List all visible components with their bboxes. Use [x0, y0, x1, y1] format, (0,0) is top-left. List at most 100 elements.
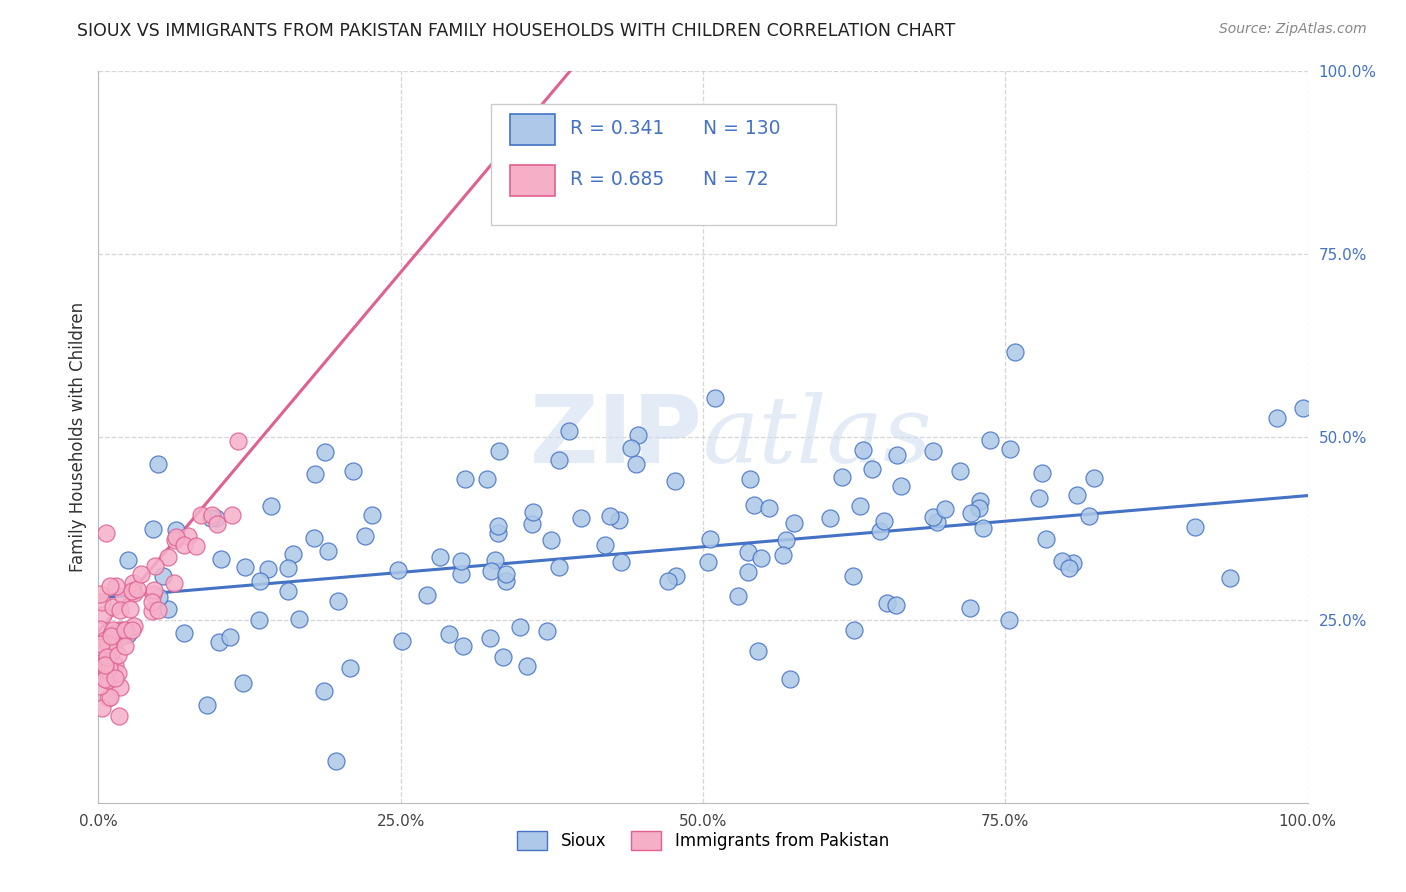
Point	[127, 582, 149, 596]
Point	[454, 472, 477, 486]
Point	[520, 516, 543, 531]
Point	[972, 521, 994, 535]
Point	[221, 508, 243, 523]
Point	[104, 579, 127, 593]
Point	[89, 623, 111, 637]
Point	[184, 539, 207, 553]
Point	[360, 508, 382, 522]
Point	[101, 643, 124, 657]
Point	[94, 662, 117, 676]
Point	[783, 516, 806, 530]
Text: atlas: atlas	[703, 392, 932, 482]
Point	[247, 613, 270, 627]
Point	[1050, 554, 1073, 568]
Point	[697, 555, 720, 569]
Point	[108, 603, 131, 617]
Point	[200, 511, 222, 525]
Point	[122, 576, 145, 591]
Point	[143, 559, 166, 574]
Point	[737, 545, 759, 559]
Point	[107, 648, 129, 663]
Point	[277, 583, 299, 598]
Point	[495, 574, 517, 588]
Point	[1078, 508, 1101, 523]
Point	[316, 544, 339, 558]
Point	[509, 620, 531, 634]
Point	[209, 551, 232, 566]
Point	[607, 513, 630, 527]
Point	[391, 634, 413, 648]
Point	[387, 563, 409, 577]
Point	[122, 585, 145, 599]
Point	[91, 608, 114, 623]
Point	[416, 588, 439, 602]
Point	[873, 514, 896, 528]
Point	[949, 464, 972, 478]
Point	[997, 613, 1019, 627]
Point	[450, 554, 472, 568]
Point	[104, 672, 127, 686]
Point	[208, 635, 231, 649]
Point	[884, 598, 907, 612]
Point	[842, 568, 865, 582]
Point	[90, 637, 112, 651]
Point	[775, 533, 797, 547]
Point	[156, 602, 179, 616]
Point	[495, 567, 517, 582]
Point	[959, 601, 981, 615]
Point	[818, 510, 841, 524]
Point	[117, 553, 139, 567]
Point	[657, 574, 679, 588]
Y-axis label: Family Households with Children: Family Households with Children	[69, 302, 87, 572]
Point	[1265, 410, 1288, 425]
Point	[610, 555, 633, 569]
Point	[860, 462, 883, 476]
Point	[122, 619, 145, 633]
Point	[107, 623, 129, 637]
Point	[849, 500, 872, 514]
Point	[121, 623, 143, 637]
Point	[288, 611, 311, 625]
Point	[831, 469, 853, 483]
Point	[163, 533, 186, 547]
Point	[451, 639, 474, 653]
Point	[747, 644, 769, 658]
Point	[97, 673, 120, 688]
Point	[1292, 401, 1315, 416]
Point	[665, 568, 688, 582]
Point	[117, 627, 139, 641]
Point	[699, 532, 721, 546]
Point	[100, 629, 122, 643]
Point	[89, 679, 111, 693]
Point	[260, 499, 283, 513]
Point	[1219, 571, 1241, 585]
Point	[758, 500, 780, 515]
Point	[96, 526, 118, 541]
Point	[886, 448, 908, 462]
Point	[1028, 491, 1050, 505]
Point	[97, 637, 120, 651]
Point	[97, 690, 120, 705]
Point	[146, 603, 169, 617]
FancyBboxPatch shape	[509, 165, 555, 195]
Point	[852, 443, 875, 458]
Point	[91, 595, 114, 609]
Point	[536, 624, 558, 639]
Point	[219, 630, 242, 644]
Point	[232, 675, 254, 690]
Point	[111, 589, 134, 603]
Point	[129, 566, 152, 581]
Point	[302, 531, 325, 545]
Point	[740, 472, 762, 486]
Point	[190, 508, 212, 523]
Point	[114, 624, 136, 638]
Point	[107, 666, 129, 681]
Point	[205, 517, 228, 532]
Point	[94, 673, 117, 687]
Point	[620, 442, 643, 456]
Point	[228, 434, 250, 448]
Point	[103, 639, 125, 653]
Point	[486, 526, 509, 541]
Point	[429, 549, 451, 564]
Point	[281, 547, 304, 561]
